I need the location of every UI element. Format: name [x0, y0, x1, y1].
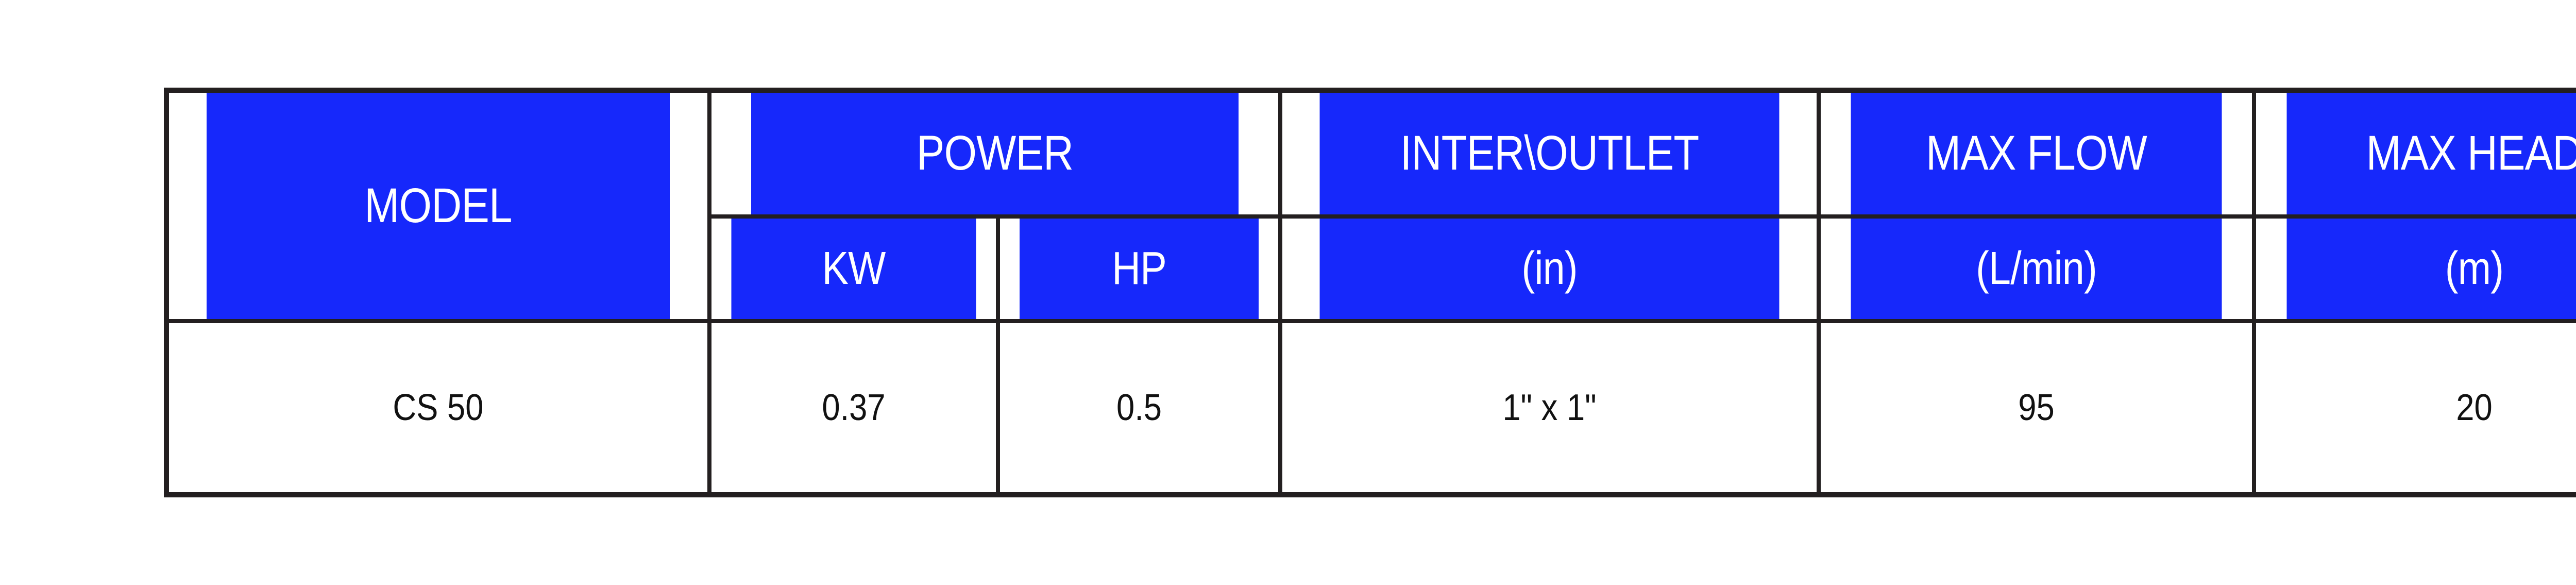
- unit-inter-outlet-label: (in): [1521, 243, 1578, 295]
- header-row-primary: MODEL POWER INTER\OUTLET MAX FLOW MAX HE…: [166, 88, 2576, 323]
- cell-hp: 0.5: [1013, 319, 1265, 497]
- cell-max-flow: 95: [1843, 319, 2230, 497]
- header-max-flow-label: MAX FLOW: [1926, 126, 2147, 181]
- header-inter-outlet-label: INTER\OUTLET: [1400, 126, 1700, 181]
- header-max-head-label: MAX HEAD: [2366, 126, 2576, 181]
- spec-table-container: MODEL POWER INTER\OUTLET MAX FLOW MAX HE…: [164, 88, 2576, 497]
- header-model: MODEL: [202, 88, 673, 323]
- cell-inter-outlet: 1" x 1": [1311, 319, 1788, 497]
- unit-max-flow: (L/min): [1847, 214, 2226, 323]
- table-body: CS 50 0.37 0.5 1" x 1" 95 20 8 270×220×2…: [166, 319, 2576, 497]
- unit-max-flow-label: (L/min): [1976, 243, 2097, 295]
- unit-max-head: (m): [2283, 214, 2576, 323]
- header-inter-outlet: INTER\OUTLET: [1316, 88, 1783, 219]
- header-power: POWER: [748, 88, 1242, 219]
- header-model-label: MODEL: [364, 178, 512, 233]
- unit-inter-outlet: (in): [1316, 214, 1783, 323]
- header-max-head: MAX HEAD: [2283, 88, 2576, 219]
- cell-model: CS 50: [197, 319, 679, 497]
- unit-max-head-label: (m): [2445, 243, 2504, 295]
- header-row-units: KW HP (in) (L/min) (m) (m) (mm): [166, 214, 2576, 323]
- cell-max-head: 20: [2278, 319, 2576, 497]
- table-row: CS 50 0.37 0.5 1" x 1" 95 20 8 270×220×2…: [166, 319, 2576, 497]
- unit-hp-label: HP: [1112, 243, 1167, 295]
- unit-kw: KW: [727, 214, 980, 323]
- unit-kw-label: KW: [822, 243, 886, 295]
- unit-hp: HP: [1015, 214, 1263, 323]
- pump-specification-table: MODEL POWER INTER\OUTLET MAX FLOW MAX HE…: [164, 88, 2576, 497]
- cell-kw: 0.37: [725, 319, 982, 497]
- header-power-label: POWER: [916, 126, 1074, 181]
- table-header: MODEL POWER INTER\OUTLET MAX FLOW MAX HE…: [166, 88, 2576, 323]
- header-max-flow: MAX FLOW: [1847, 88, 2226, 219]
